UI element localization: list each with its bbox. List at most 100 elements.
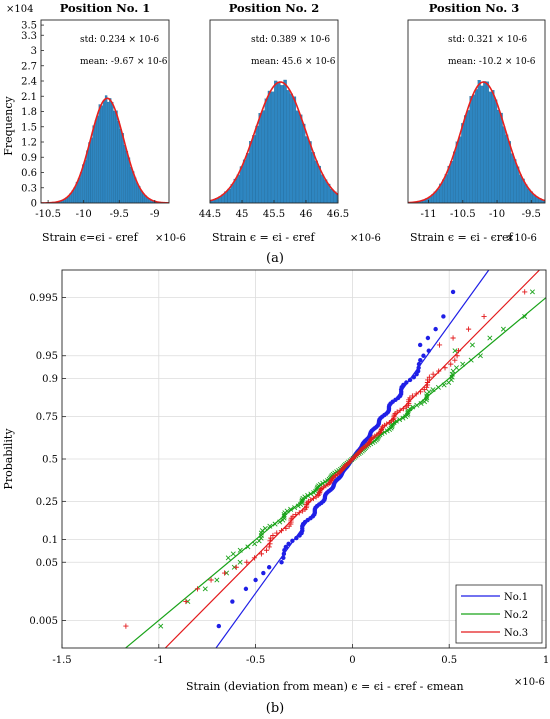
legend-label: No.1 [504,592,528,603]
histogram-bar [136,183,139,203]
normal-fit-curve [210,81,338,202]
histogram-bar [477,80,481,203]
data-point [405,409,411,415]
panel-1-title: Position No. 1 [60,1,151,15]
probability-ylabel: Probability [2,428,15,490]
histogram-bar [206,201,209,203]
y-tick-label: 2.1 [21,92,37,103]
histogram-bar [516,166,520,203]
data-point [253,577,258,583]
data-point [452,357,458,363]
histogram-bar [86,150,89,203]
histogram-bar [302,123,306,203]
histogram-bar [292,96,297,203]
panel-2-xlabel: Strain ϵ = ϵi - ϵref [212,231,316,244]
data-point [400,406,406,412]
data-point [252,541,258,547]
histogram-bar [255,125,259,203]
data-point [425,377,431,383]
data-point [388,425,394,431]
panel-1-mean: mean: -9.67 × 10-6 [80,57,168,67]
data-point [214,577,220,583]
data-point [487,335,493,341]
histogram-bar [510,153,514,203]
histogram-bar [96,115,99,203]
histogram-bar [258,113,262,203]
data-point [448,361,454,367]
histogram-bar [472,94,476,203]
histogram-bar [469,96,473,203]
x-tick-label: -9.5 [522,209,541,220]
histogram-bar [252,135,256,203]
data-point [465,326,472,332]
data-point [441,314,446,319]
y-tick-label: 1.2 [21,138,37,149]
data-point [416,361,422,367]
data-point [288,506,294,512]
data-point [237,559,243,565]
y-tick-label: 0.6 [21,168,37,179]
data-point [244,559,250,565]
data-point [452,348,458,354]
data-point [358,447,364,453]
legend-label: No.2 [504,610,528,621]
data-point [225,555,231,561]
data-point [522,289,528,295]
panel-3-title: Position No. 3 [429,1,520,15]
data-point [281,555,286,561]
histogram-bar [246,153,250,203]
histogram-bar [505,134,509,203]
data-point [302,494,308,500]
y-tick-label: 0.995 [29,293,58,304]
data-point [243,586,249,592]
data-point [348,458,354,464]
histogram-bar [239,166,244,203]
data-point [274,530,280,536]
data-point [418,401,424,407]
histogram-bar [121,133,124,203]
y-tick-label: 0.5 [42,455,58,466]
x-tick-label: -9 [150,209,160,220]
histogram-bar [496,109,500,203]
histogram-bar [274,80,278,203]
histogram-bar [518,174,522,203]
data-point [450,335,456,341]
histogram-bar [261,110,265,203]
histogram-bar [343,198,346,203]
data-point [296,510,302,516]
data-point [330,475,336,481]
y-tick-label: 1.8 [21,107,37,118]
histogram-bar [491,90,495,203]
y-tick-label: 3.5 [21,21,37,32]
histogram-bar [507,141,511,203]
data-point [308,497,314,503]
histogram-bar [84,160,87,203]
data-point [415,368,421,374]
histogram-bar [547,201,550,203]
histogram-bar [358,202,361,203]
data-point [256,538,262,544]
data-point [278,528,285,534]
x-tick-label: -11 [420,209,436,220]
data-point [230,551,236,557]
y-tick-label: 0.05 [36,558,58,569]
normal-fit-curve [408,81,545,203]
histogram-bar [543,200,545,203]
data-point [426,374,432,380]
probability-plot: -1.5 -1 -0.5 0 0.5 1 0.005 0.05 0.1 0.25 0.5 0.75 0… [2,269,549,693]
data-point [230,599,235,604]
data-point [430,371,436,377]
y-tick-label: 3 [31,46,37,57]
data-point [384,428,390,434]
panel-2-mean: mean: 45.6 × 10-6 [251,57,336,67]
histogram-bar [485,81,489,203]
histogram-bar [100,105,104,203]
panel-3-mean: mean: -10.2 × 10-6 [448,57,536,67]
data-point [417,389,424,395]
histogram-bar [88,142,91,203]
histogram-bar [308,141,312,203]
data-point [341,464,347,470]
data-point [426,389,432,395]
x-tick-label: 1 [543,655,549,666]
